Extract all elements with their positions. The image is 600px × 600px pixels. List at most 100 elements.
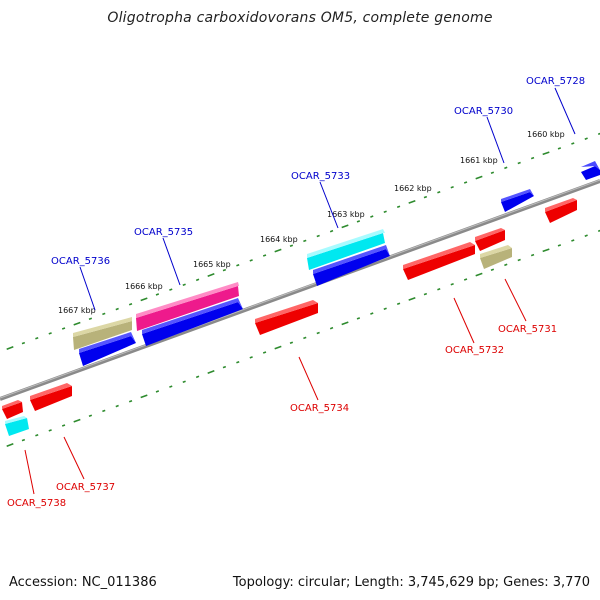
gene-bar-red: [2, 400, 23, 419]
minor-tick: [115, 404, 119, 408]
gene-label-ocar-5738: OCAR_5738: [7, 498, 66, 509]
major-tick: [207, 370, 215, 374]
minor-tick: [262, 351, 267, 354]
gene-label-ocar-5731: OCAR_5731: [498, 324, 557, 335]
minor-tick: [423, 195, 428, 199]
minor-tick: [21, 341, 26, 345]
gene-bar-blue: [79, 332, 136, 366]
minor-tick: [61, 424, 66, 427]
gene-bar-red: [255, 300, 318, 335]
gene-label-ocar-5737: OCAR_5737: [56, 482, 115, 493]
major-tick: [475, 272, 483, 277]
gene-bar-blue: [581, 161, 600, 180]
minor-tick: [21, 438, 26, 442]
minor-tick: [115, 307, 119, 311]
minor-tick: [383, 210, 387, 213]
ruler-label-1660: 1660 kbp: [527, 130, 565, 139]
minor-tick: [490, 171, 495, 174]
minor-tick: [463, 181, 468, 184]
major-tick: [408, 296, 416, 301]
gene-label-ocar-5736: OCAR_5736: [51, 256, 110, 267]
leader-lines: [24, 87, 576, 495]
ruler-label-1667: 1667 kbp: [58, 306, 96, 315]
page-title: Oligotropha carboxidovorans OM5, complet…: [107, 10, 493, 26]
ruler-label-1664: 1664 kbp: [260, 235, 298, 244]
minor-tick: [303, 336, 307, 340]
minor-tick: [450, 283, 454, 286]
gene-bar-magenta: [136, 282, 239, 331]
gene-labels: OCAR_5728 OCAR_5730 OCAR_5733 OCAR_5735 …: [7, 76, 585, 509]
major-tick: [207, 273, 215, 277]
minor-tick: [530, 156, 535, 160]
leader-ocar-5728: [554, 87, 576, 135]
leader-ocar-5730: [486, 116, 505, 164]
minor-tick: [517, 161, 521, 165]
minor-tick: [182, 283, 186, 286]
minor-tick: [584, 137, 588, 140]
leader-ocar-5736: [79, 266, 96, 311]
major-tick: [6, 346, 14, 350]
minor-tick: [370, 215, 374, 218]
minor-tick: [463, 278, 468, 281]
major-tick: [73, 418, 81, 423]
minor-tick: [584, 234, 588, 237]
minor-tick: [128, 302, 133, 306]
minor-tick: [169, 288, 173, 291]
minor-tick: [356, 317, 361, 320]
gene-bar-khaki: [73, 317, 132, 350]
major-tick: [274, 345, 282, 350]
major-tick: [6, 443, 14, 447]
minor-tick: [504, 263, 508, 267]
minor-tick: [249, 356, 253, 359]
gene-bar-blue: [313, 245, 390, 286]
gene-bar-khaki: [480, 245, 512, 269]
minor-tick: [490, 268, 495, 271]
ruler-label-1665: 1665 kbp: [193, 260, 231, 269]
minor-tick: [169, 385, 173, 388]
minor-tick: [571, 239, 575, 242]
gene-bar-cyan: [307, 229, 385, 270]
major-tick: [475, 175, 483, 180]
gene-bar-red: [545, 198, 577, 223]
ruler-label-1662: 1662 kbp: [394, 184, 432, 193]
minor-tick: [48, 429, 52, 432]
leader-ocar-5735: [162, 237, 181, 286]
minor-tick: [423, 292, 428, 296]
gene-bar-red: [475, 228, 505, 251]
major-tick: [341, 321, 349, 326]
upper-tick-row: [6, 132, 600, 350]
minor-tick: [88, 317, 93, 321]
ruler-labels: 1660 kbp 1661 kbp 1662 kbp 1663 kbp 1664…: [58, 130, 565, 315]
major-tick: [408, 199, 416, 204]
major-tick: [341, 224, 349, 229]
major-tick: [274, 248, 282, 253]
minor-tick: [35, 434, 39, 437]
leader-ocar-5737: [63, 436, 85, 480]
minor-tick: [557, 244, 562, 247]
genome-backbone: [0, 179, 600, 401]
gene-label-ocar-5734: OCAR_5734: [290, 403, 349, 414]
minor-tick: [396, 205, 401, 209]
minor-tick: [155, 390, 160, 393]
minor-tick: [517, 258, 521, 262]
minor-tick: [222, 365, 227, 369]
leader-ocar-5734: [298, 356, 319, 401]
minor-tick: [48, 332, 52, 335]
minor-tick: [316, 331, 320, 335]
minor-tick: [316, 234, 320, 238]
minor-tick: [289, 341, 294, 345]
leader-ocar-5738: [24, 449, 35, 495]
minor-tick: [557, 147, 562, 150]
gene-label-ocar-5733: OCAR_5733: [291, 171, 350, 182]
leader-ocar-5733: [319, 181, 339, 229]
gene-bar-red: [30, 383, 72, 411]
gene-bar-red: [403, 242, 475, 280]
gene-label-ocar-5735: OCAR_5735: [134, 227, 193, 238]
gene-label-ocar-5728: OCAR_5728: [526, 76, 585, 87]
genome-summary-text: Topology: circular; Length: 3,745,629 bp…: [232, 575, 590, 590]
minor-tick: [182, 380, 186, 383]
minor-tick: [195, 375, 200, 379]
minor-tick: [155, 293, 160, 296]
minor-tick: [530, 253, 535, 257]
minor-tick: [289, 244, 294, 248]
